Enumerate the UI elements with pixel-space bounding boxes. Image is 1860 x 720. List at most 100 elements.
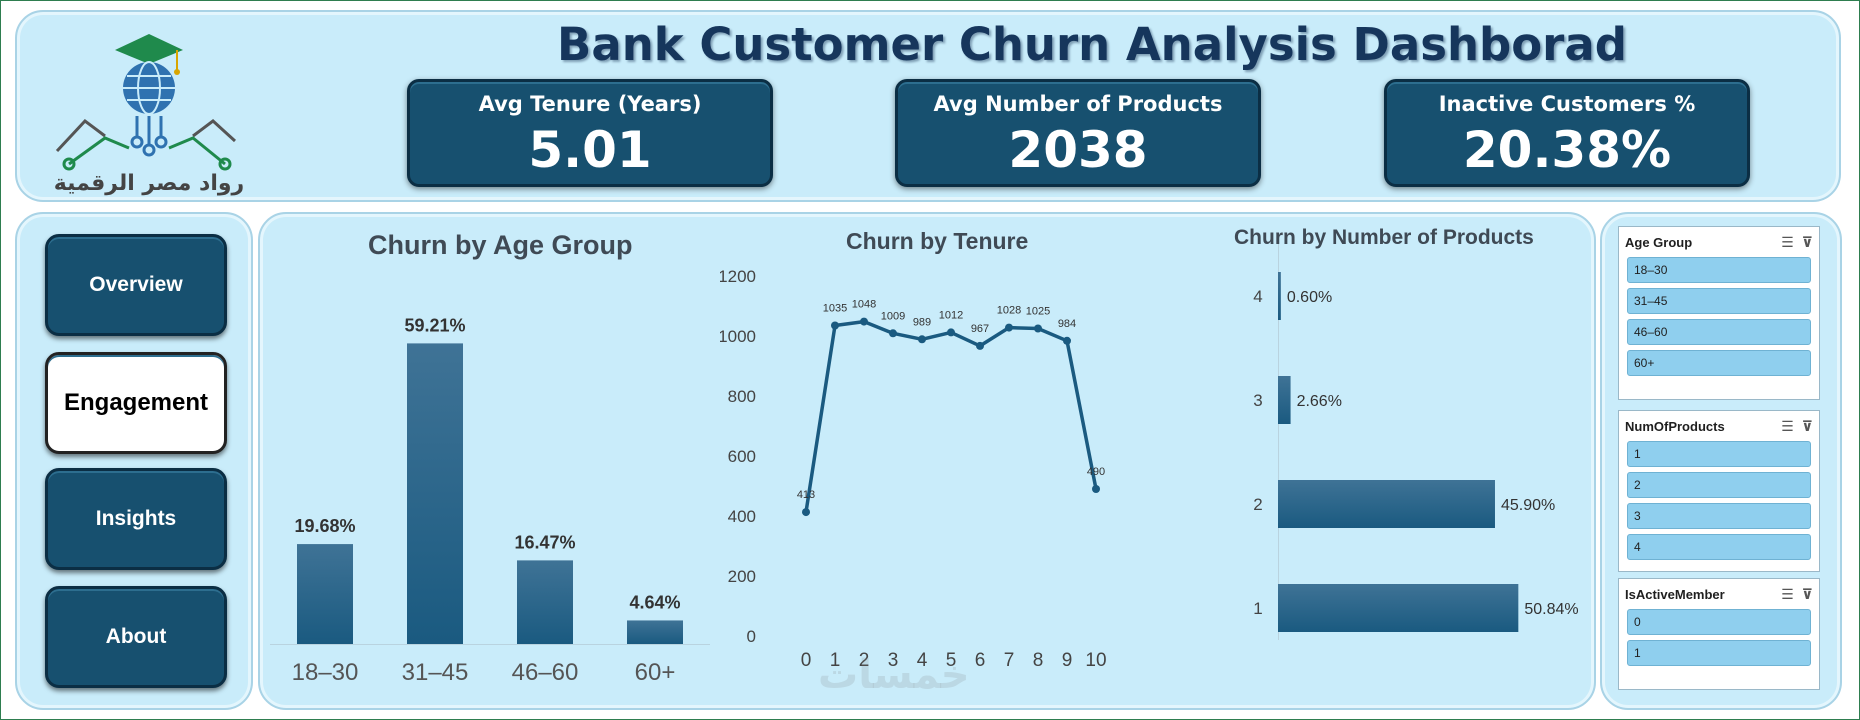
age-chart-title: Churn by Age Group — [368, 230, 633, 260]
slicer-item[interactable]: 3 — [1627, 503, 1811, 529]
multi-select-icon[interactable]: ☰ — [1781, 585, 1794, 602]
x-tick-label: 7 — [1004, 650, 1015, 671]
slicer-item[interactable]: 46–60 — [1627, 319, 1811, 345]
bar — [1278, 376, 1291, 424]
slicer-title: IsActiveMember — [1625, 586, 1725, 602]
data-label: 19.68% — [294, 516, 355, 536]
nav-about-button[interactable]: About — [45, 586, 227, 688]
clear-filter-icon[interactable]: ⊽ — [1801, 233, 1813, 250]
products-chart-title: Churn by Number of Products — [1234, 226, 1534, 249]
x-tick-label: 3 — [888, 650, 899, 671]
x-tick-label: 10 — [1085, 650, 1106, 671]
data-label: 1048 — [852, 299, 876, 311]
nav-overview-button[interactable]: Overview — [45, 234, 227, 336]
data-label: 2.66% — [1297, 393, 1342, 410]
slicers-panel: Age Group ☰ ⊽ 18–30 31–45 46–60 60+ NumOf… — [1600, 212, 1842, 710]
slicer-num-of-products: NumOfProducts ☰ ⊽ 1 2 3 4 — [1618, 410, 1820, 572]
slicer-item[interactable]: 31–45 — [1627, 288, 1811, 314]
x-tick-label: 8 — [1033, 650, 1044, 671]
kpi-label: Avg Tenure (Years) — [478, 92, 702, 116]
series-line — [804, 319, 1098, 513]
header-panel: رواد مصر الرقمية Bank Customer Churn Ana… — [15, 10, 1841, 202]
x-tick-label: 31–45 — [402, 659, 469, 686]
x-tick-label: 60+ — [635, 659, 676, 686]
slicer-header: Age Group ☰ ⊽ — [1619, 227, 1819, 257]
y-tick-label: 1000 — [720, 327, 756, 346]
slicer-header: IsActiveMember ☰ ⊽ — [1619, 579, 1819, 609]
slicer-item[interactable]: 60+ — [1627, 350, 1811, 376]
bar — [407, 343, 463, 644]
slicer-item[interactable]: 1 — [1627, 640, 1811, 666]
clear-filter-icon[interactable]: ⊽ — [1801, 417, 1813, 434]
kpi-inactive-customers: Inactive Customers % 20.38% — [1384, 79, 1750, 187]
nav-insights-button[interactable]: Insights — [45, 468, 227, 570]
clear-filter-icon[interactable]: ⊽ — [1801, 585, 1813, 602]
kpi-avg-products: Avg Number of Products 2038 — [895, 79, 1261, 187]
data-point — [947, 328, 955, 337]
slicer-title: Age Group — [1625, 234, 1693, 250]
tenure-chart-title: Churn by Tenure — [846, 228, 1029, 254]
watermark: خمسات — [818, 652, 970, 698]
bar — [1278, 272, 1281, 320]
data-label: 59.21% — [404, 315, 465, 335]
data-label: 1012 — [939, 309, 963, 321]
data-point — [860, 317, 868, 326]
data-label: 0.60% — [1287, 289, 1332, 306]
data-label: 1035 — [823, 303, 847, 315]
kpi-label: Inactive Customers % — [1438, 92, 1696, 116]
logo: رواد مصر الرقمية — [54, 34, 244, 196]
products-bar-chart: 4 0.60% 3 2.66% 2 45.90% 1 50.84% — [1253, 244, 1579, 640]
slicer-item[interactable]: 1 — [1627, 441, 1811, 467]
y-tick-label: 1 — [1253, 599, 1262, 618]
x-tick-label: 2 — [859, 650, 870, 671]
data-label: 4.64% — [629, 592, 680, 612]
slicer-item[interactable]: 4 — [1627, 534, 1811, 560]
x-tick-label: 0 — [801, 650, 812, 671]
y-tick-label: 800 — [728, 387, 756, 406]
y-tick-label: 0 — [747, 627, 756, 646]
y-tick-label: 4 — [1253, 287, 1262, 306]
slicer-item[interactable]: 0 — [1627, 609, 1811, 635]
slicer-header: NumOfProducts ☰ ⊽ — [1619, 411, 1819, 441]
slicer-item[interactable]: 2 — [1627, 472, 1811, 498]
bar — [517, 560, 573, 644]
x-tick-label: 4 — [917, 650, 928, 671]
page-title: Bank Customer Churn Analysis Dashborad — [557, 18, 1627, 71]
y-tick-label: 600 — [728, 447, 756, 466]
multi-select-icon[interactable]: ☰ — [1781, 417, 1794, 434]
y-tick-label: 400 — [728, 507, 756, 526]
graduation-globe-icon — [115, 34, 183, 115]
y-tick-label: 3 — [1253, 391, 1262, 410]
data-point — [889, 329, 897, 338]
kpi-value: 2038 — [1008, 121, 1148, 179]
slicer-title: NumOfProducts — [1625, 418, 1725, 434]
bar — [297, 544, 353, 644]
data-label: 984 — [1058, 318, 1076, 330]
logo-text: رواد مصر الرقمية — [54, 171, 244, 196]
data-label: 16.47% — [514, 532, 575, 552]
data-label: 50.84% — [1524, 601, 1578, 618]
data-label: 490 — [1087, 466, 1105, 478]
nav-panel: Overview Engagement Insights About — [15, 212, 253, 710]
data-point — [1034, 324, 1042, 333]
x-tick-label: 1 — [830, 650, 841, 671]
y-tick-label: 1200 — [720, 267, 756, 286]
data-label: 45.90% — [1501, 497, 1555, 514]
x-tick-label: 18–30 — [292, 659, 359, 686]
data-label: 1025 — [1026, 306, 1050, 318]
kpi-value: 5.01 — [528, 121, 652, 179]
data-point — [976, 341, 984, 350]
data-point — [831, 321, 839, 330]
data-label: 413 — [797, 489, 815, 501]
x-tick-label: 6 — [975, 650, 986, 671]
data-point — [802, 508, 810, 517]
multi-select-icon[interactable]: ☰ — [1781, 233, 1794, 250]
nav-engagement-button[interactable]: Engagement — [45, 352, 227, 454]
data-label: 967 — [971, 323, 989, 335]
slicer-item[interactable]: 18–30 — [1627, 257, 1811, 283]
data-point — [1063, 336, 1071, 345]
data-label: 989 — [913, 316, 931, 328]
age-group-bar-chart: 19.68% 18–30 59.21% 31–45 16.47% 46–60 4.64% 60… — [270, 315, 710, 686]
bar — [1278, 584, 1519, 632]
